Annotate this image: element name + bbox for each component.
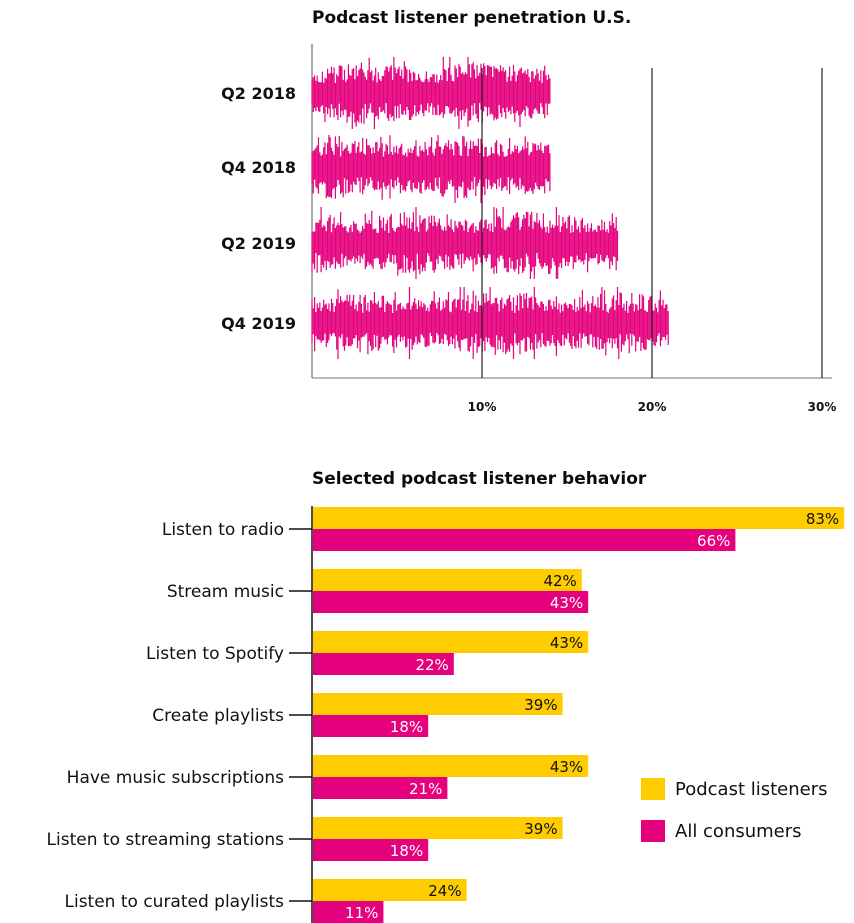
x-tick-label: 10% [468, 400, 497, 414]
data-label: 43% [550, 634, 583, 652]
bar-podcast-listeners [313, 879, 467, 901]
data-label: 21% [409, 780, 442, 798]
behavior-category-label: Listen to radio [162, 520, 284, 540]
waveform-bar [311, 207, 619, 279]
bar-podcast-listeners [313, 631, 589, 653]
data-label: 24% [428, 882, 461, 900]
category-label: Q4 2019 [221, 314, 296, 333]
bar-podcast-listeners [313, 693, 563, 715]
behavior-category-label: Listen to Spotify [146, 644, 284, 664]
category-label: Q2 2018 [221, 84, 296, 103]
behavior-category-label: Listen to curated playlists [65, 892, 285, 912]
data-label: 11% [345, 904, 378, 922]
data-label: 66% [697, 532, 730, 550]
bar-all-consumers [313, 901, 384, 923]
bar-podcast-listeners [313, 569, 582, 591]
bar-podcast-listeners [313, 817, 563, 839]
data-label: 18% [390, 718, 423, 736]
data-label: 43% [550, 594, 583, 612]
data-label: 43% [550, 758, 583, 776]
legend-swatch-magenta [641, 820, 665, 842]
data-label: 39% [524, 696, 557, 714]
x-tick-label: 30% [808, 400, 837, 414]
bar-all-consumers [313, 653, 454, 675]
behavior-category-label: Stream music [167, 582, 284, 602]
bar-all-consumers [313, 529, 736, 551]
bar-all-consumers [313, 777, 448, 799]
bar-all-consumers [313, 839, 429, 861]
x-tick-label: 20% [638, 400, 667, 414]
data-label: 18% [390, 842, 423, 860]
category-label: Q2 2019 [221, 234, 296, 253]
data-label: 42% [543, 572, 576, 590]
data-label: 39% [524, 820, 557, 838]
behavior-category-label: Create playlists [152, 706, 284, 726]
behavior-category-label: Listen to streaming stations [47, 830, 285, 850]
legend-label-podcast-listeners: Podcast listeners [675, 778, 828, 800]
bar-podcast-listeners [313, 755, 589, 777]
bar-all-consumers [313, 715, 429, 737]
waveform-bar [311, 57, 551, 129]
category-label: Q4 2018 [221, 158, 296, 177]
chart-title-behavior: Selected podcast listener behavior [312, 469, 647, 489]
data-label: 22% [415, 656, 448, 674]
legend-swatch-yellow [641, 778, 665, 800]
behavior-category-label: Have music subscriptions [67, 768, 284, 788]
data-label: 83% [806, 510, 839, 528]
waveform-bar [311, 135, 551, 203]
bar-podcast-listeners [313, 507, 845, 529]
chart-title-penetration: Podcast listener penetration U.S. [312, 8, 632, 28]
legend-item-podcast-listeners: Podcast listeners [641, 778, 828, 800]
legend-label-all-consumers: All consumers [675, 820, 802, 842]
legend-item-all-consumers: All consumers [641, 820, 802, 842]
bar-all-consumers [313, 591, 589, 613]
waveform-bar [311, 287, 669, 359]
